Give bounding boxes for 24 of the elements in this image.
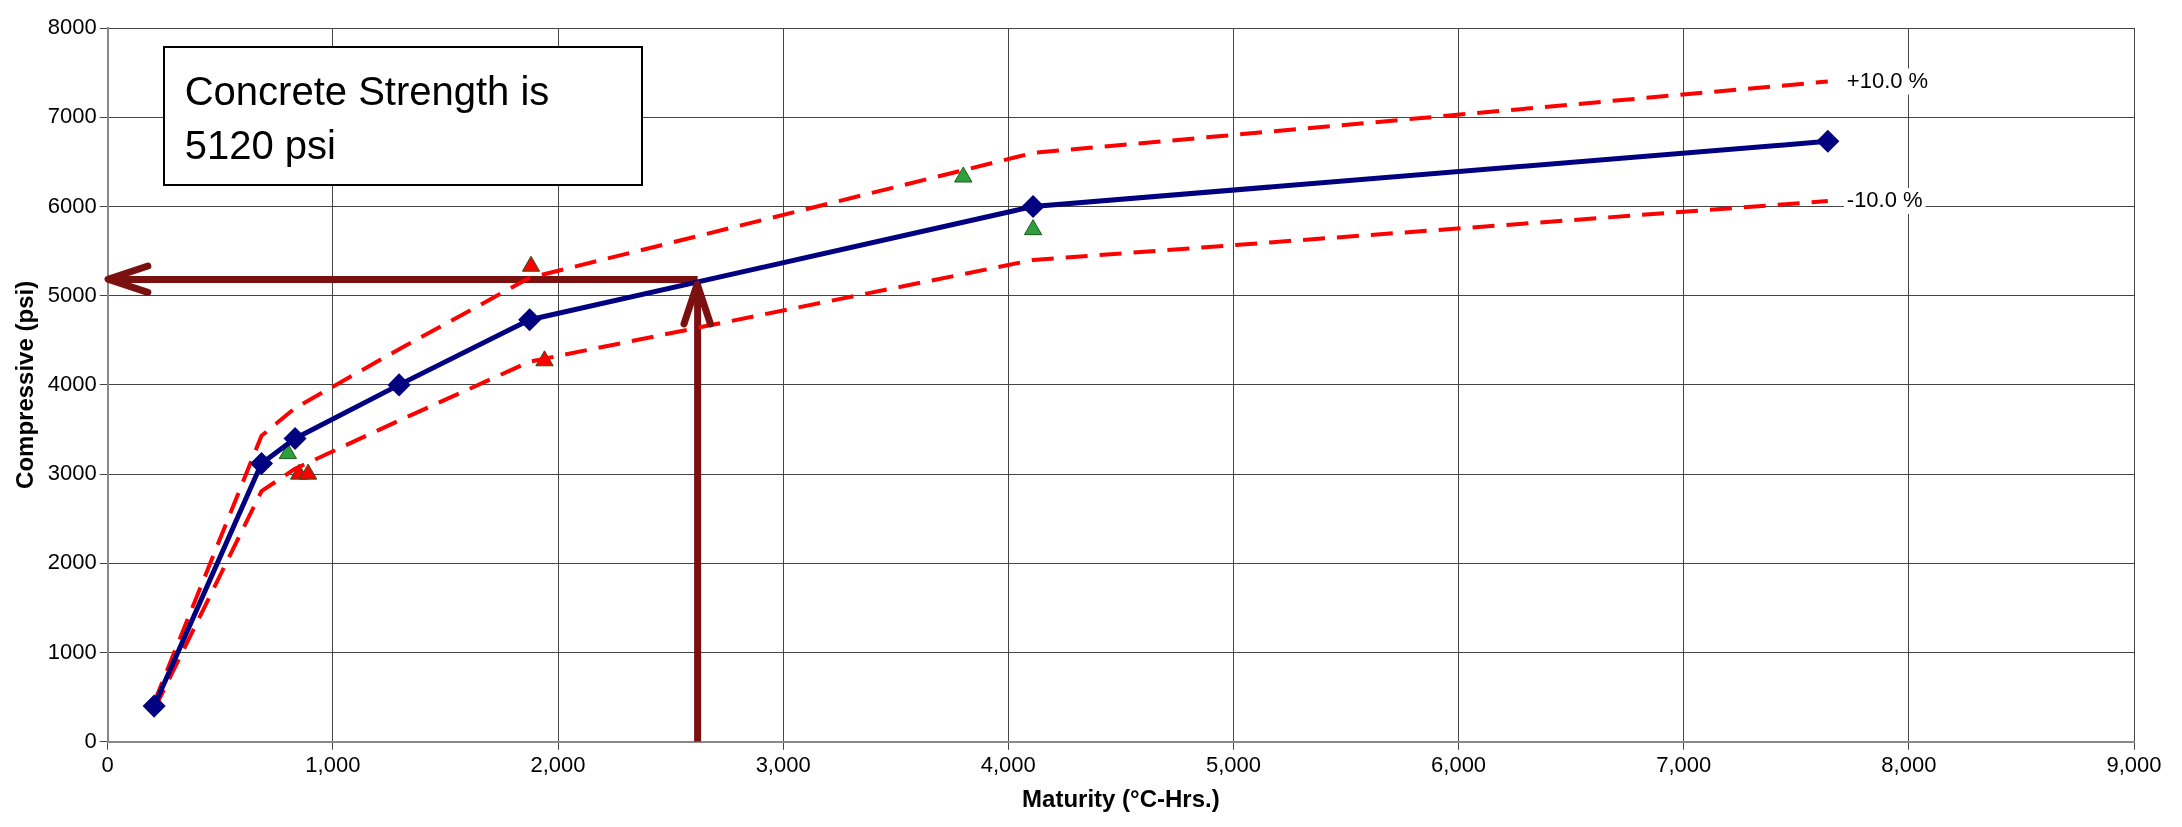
series-label: -10.0 % bbox=[1846, 187, 1923, 213]
x-tick-label: 6,000 bbox=[1431, 752, 1487, 778]
x-axis-title: Maturity (°C-Hrs.) bbox=[1022, 785, 1220, 813]
x-tick-label: 0 bbox=[101, 752, 114, 778]
x-tick-label: 3,000 bbox=[755, 752, 811, 778]
x-tick-label: 5,000 bbox=[1205, 752, 1261, 778]
y-tick-label: 8000 bbox=[47, 14, 97, 40]
y-tick-label: 1000 bbox=[47, 638, 97, 664]
x-tick-label: 7,000 bbox=[1656, 752, 1712, 778]
y-tick-label: 2000 bbox=[47, 549, 97, 575]
y-tick-label: 7000 bbox=[47, 103, 97, 129]
y-tick-label: 6000 bbox=[47, 192, 97, 218]
y-tick-label: 5000 bbox=[47, 281, 97, 307]
x-tick-label: 8,000 bbox=[1881, 752, 1937, 778]
annotation: Concrete Strength is 5120 psi bbox=[162, 46, 643, 186]
x-tick-label: 9,000 bbox=[2106, 752, 2162, 778]
y-tick-label: 0 bbox=[84, 727, 97, 753]
x-tick-label: 2,000 bbox=[530, 752, 586, 778]
y-axis-title: Compressive (psi) bbox=[11, 280, 39, 489]
y-tick-label: 4000 bbox=[47, 370, 97, 396]
series-label: +10.0 % bbox=[1846, 67, 1929, 93]
x-tick-label: 1,000 bbox=[305, 752, 361, 778]
x-tick-label: 4,000 bbox=[980, 752, 1036, 778]
y-tick-label: 3000 bbox=[47, 460, 97, 486]
